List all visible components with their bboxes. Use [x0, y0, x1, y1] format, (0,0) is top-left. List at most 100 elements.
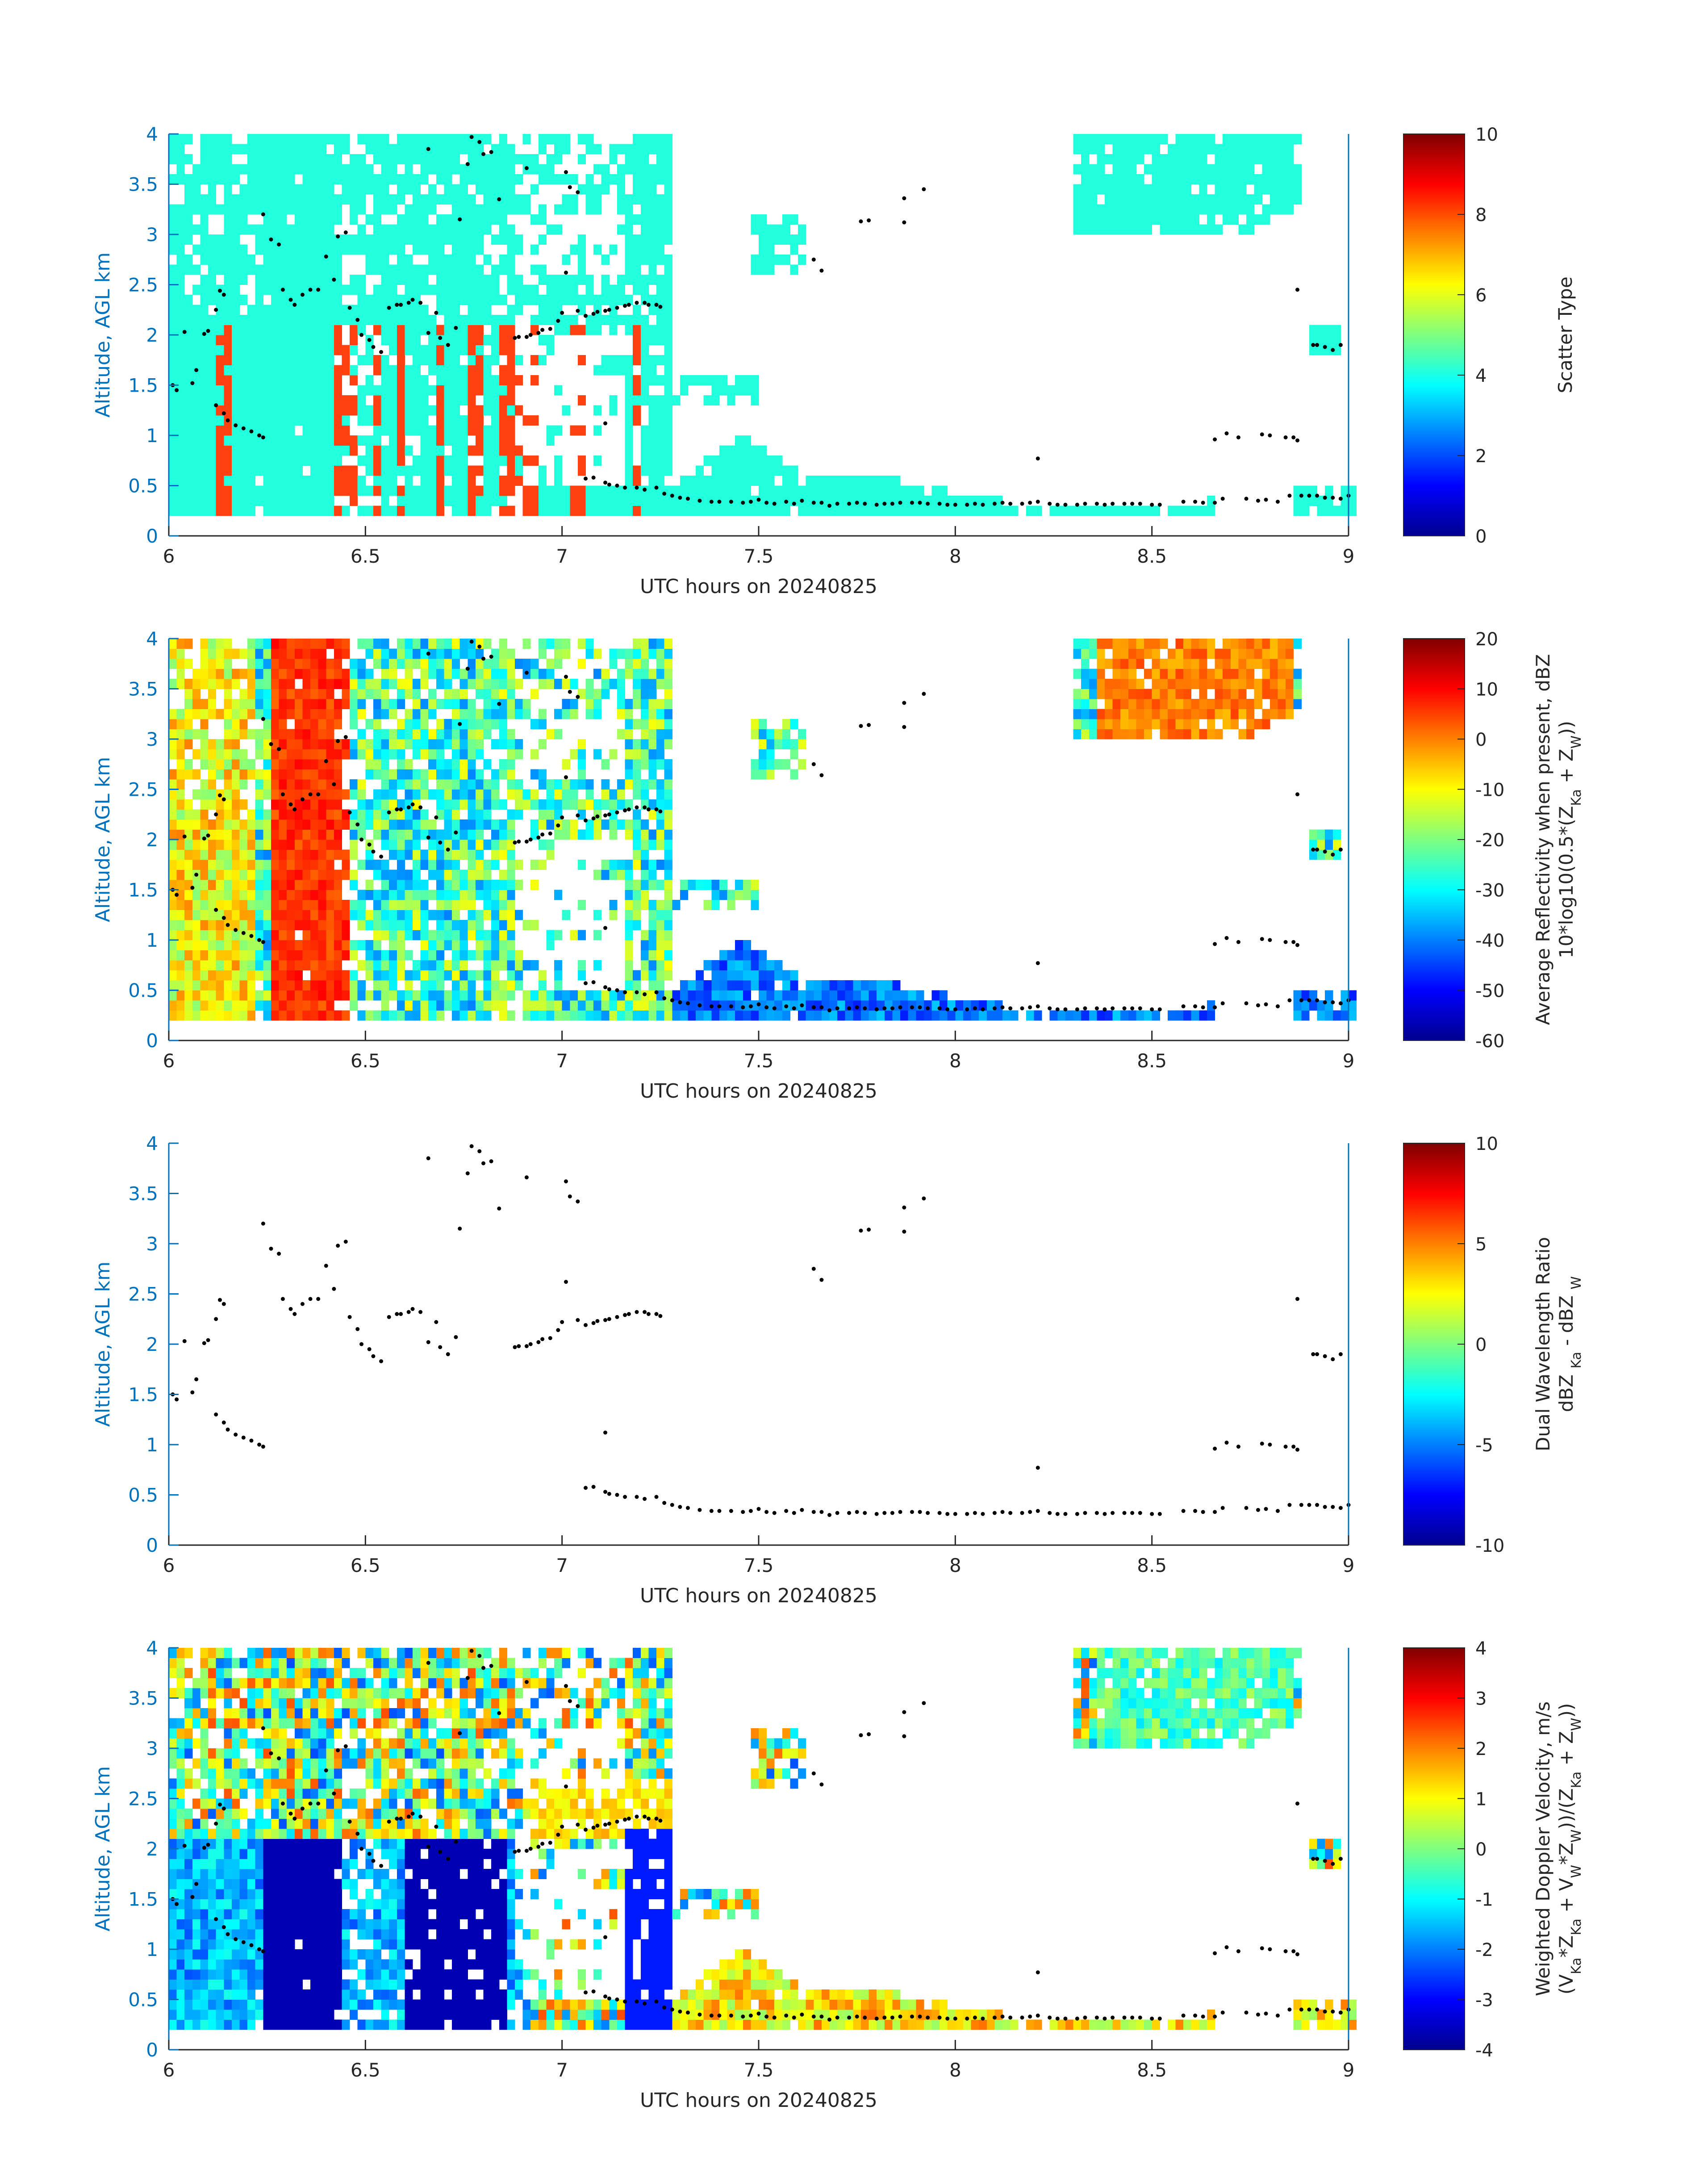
heatmap-cell	[436, 759, 444, 769]
heatmap-cell	[373, 910, 382, 920]
heatmap-cell	[373, 1010, 382, 1021]
heatmap-cell	[900, 496, 909, 506]
heatmap-cell	[522, 789, 531, 800]
heatmap-cell	[192, 749, 200, 760]
heatmap-cell	[224, 960, 232, 970]
heatmap-cell	[334, 485, 342, 496]
heatmap-cell	[389, 154, 397, 164]
heatmap-cell	[318, 496, 326, 506]
heatmap-cell	[759, 214, 767, 225]
heatmap-cell	[491, 789, 500, 800]
heatmap-cell	[381, 789, 389, 800]
heatmap-cell	[216, 970, 224, 981]
heatmap-cell	[397, 315, 405, 325]
heatmap-cell	[475, 799, 484, 810]
heatmap-cell	[554, 729, 563, 740]
heatmap-cell	[1332, 345, 1341, 355]
heatmap-cell	[326, 869, 334, 880]
heatmap-cell	[216, 940, 224, 950]
heatmap-cell	[294, 305, 303, 315]
cloud-base-point	[1055, 502, 1060, 507]
heatmap-cell	[318, 829, 326, 840]
heatmap-cell	[892, 485, 901, 496]
heatmap-cell	[350, 829, 358, 840]
heatmap-cell	[1207, 144, 1215, 155]
heatmap-cell	[255, 365, 263, 376]
heatmap-cell	[656, 476, 665, 486]
heatmap-cell	[231, 144, 240, 155]
heatmap-cell	[216, 234, 224, 245]
heatmap-cell	[381, 455, 389, 466]
heatmap-cell	[326, 445, 334, 456]
heatmap-cell	[1199, 224, 1207, 235]
heatmap-cell	[318, 819, 326, 830]
heatmap-cell	[326, 890, 334, 900]
cloud-base-point	[1008, 501, 1013, 506]
heatmap-cell	[428, 284, 437, 295]
heatmap-cell	[389, 659, 397, 669]
heatmap-cell	[255, 689, 263, 699]
heatmap-cell	[507, 789, 515, 800]
heatmap-cell	[200, 244, 209, 255]
heatmap-cell	[648, 445, 657, 456]
heatmap-cell	[169, 335, 177, 345]
heatmap-cell	[294, 194, 303, 205]
heatmap-cell	[318, 315, 326, 325]
heatmap-cell	[491, 860, 500, 870]
cloud-base-point	[1094, 501, 1099, 506]
heatmap-cell	[208, 960, 217, 970]
heatmap-cell	[310, 779, 319, 790]
heatmap-cell	[452, 920, 460, 930]
heatmap-cell	[200, 910, 209, 920]
heatmap-cell	[255, 920, 263, 930]
heatmap-cell	[570, 699, 578, 709]
heatmap-cell	[247, 184, 256, 195]
heatmap-cell	[696, 1010, 704, 1021]
cloud-base-point	[1260, 432, 1264, 437]
heatmap-cell	[530, 689, 539, 699]
heatmap-cell	[546, 506, 555, 516]
heatmap-cell	[577, 970, 586, 981]
cloud-base-point	[1315, 343, 1320, 347]
heatmap-cell	[499, 940, 507, 950]
heatmap-cell	[703, 880, 712, 890]
heatmap-cell	[176, 860, 185, 870]
heatmap-cell	[247, 164, 256, 175]
heatmap-cell	[365, 749, 374, 760]
heatmap-cell	[176, 385, 185, 396]
heatmap-cell	[405, 689, 413, 699]
heatmap-cell	[664, 869, 672, 880]
heatmap-cell	[436, 405, 444, 416]
heatmap-cell	[499, 890, 507, 900]
heatmap-cell	[231, 980, 240, 990]
heatmap-cell	[263, 920, 271, 930]
heatmap-cell	[279, 669, 287, 679]
heatmap-cell	[397, 869, 405, 880]
heatmap-cell	[1317, 335, 1325, 345]
heatmap-cell	[302, 184, 311, 195]
heatmap-cell	[759, 960, 767, 970]
heatmap-cell	[263, 435, 271, 446]
heatmap-cell	[664, 829, 672, 840]
heatmap-cell	[279, 960, 287, 970]
heatmap-cell	[302, 849, 311, 860]
heatmap-cell	[562, 275, 570, 285]
heatmap-cell	[577, 496, 586, 506]
heatmap-cell	[271, 435, 280, 446]
heatmap-cell	[1010, 1010, 1019, 1021]
heatmap-cell	[853, 990, 861, 1001]
heatmap-cell	[255, 395, 263, 405]
heatmap-cell	[310, 255, 319, 265]
heatmap-cell	[798, 759, 806, 769]
heatmap-cell	[326, 224, 334, 235]
heatmap-cell	[263, 819, 271, 830]
cloud-base-point	[528, 333, 533, 337]
heatmap-cell	[342, 819, 350, 830]
heatmap-cell	[593, 910, 602, 920]
heatmap-cell	[192, 385, 200, 396]
heatmap-cell	[452, 809, 460, 820]
heatmap-cell	[318, 709, 326, 719]
heatmap-cell	[491, 769, 500, 780]
heatmap-cell	[271, 659, 280, 669]
heatmap-cell	[664, 154, 672, 164]
